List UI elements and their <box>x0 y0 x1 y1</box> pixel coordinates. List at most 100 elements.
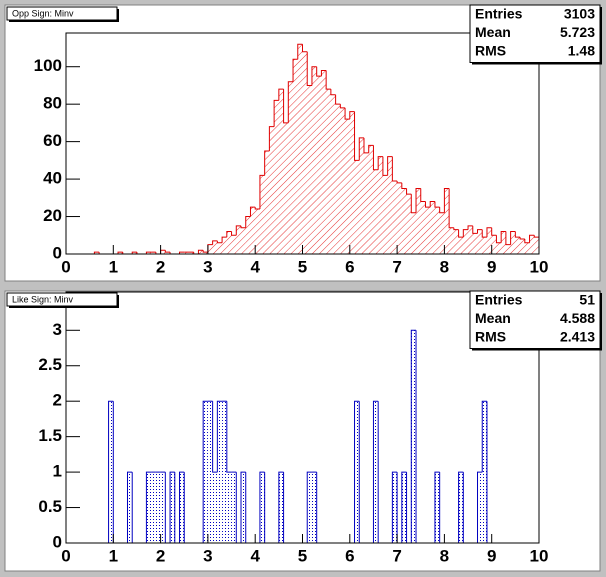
bin-outline <box>401 471 407 543</box>
bin-outline <box>387 156 393 176</box>
bin <box>330 94 336 254</box>
bin-outline <box>472 225 478 234</box>
bin-outline <box>297 43 303 60</box>
title-box <box>6 292 118 307</box>
x-tick-label: 2 <box>156 546 165 565</box>
bin-outline <box>316 66 322 77</box>
bin <box>283 122 289 254</box>
bin-outline <box>439 207 445 214</box>
bin <box>207 244 213 254</box>
bin <box>363 152 369 254</box>
bin-outline <box>505 231 511 246</box>
bin-outline <box>320 69 327 77</box>
bin <box>316 76 322 255</box>
y-tick-label: 0.5 <box>38 497 62 516</box>
bin <box>524 242 530 254</box>
y-tick-label: 80 <box>43 94 62 113</box>
x-tick-label: 2 <box>156 257 165 276</box>
bin-outline <box>249 206 256 217</box>
bin <box>340 107 346 254</box>
bin <box>127 472 133 543</box>
bin <box>170 472 175 543</box>
bin <box>231 235 237 254</box>
bin-outline <box>415 187 421 213</box>
bin-outline <box>268 126 275 151</box>
bin-outline <box>529 234 535 243</box>
bin <box>439 212 445 254</box>
bin <box>307 85 312 255</box>
bin-outline <box>131 251 137 254</box>
bin-outline <box>235 225 242 236</box>
bin <box>444 188 450 254</box>
y-tick-label: 20 <box>43 206 62 225</box>
bin-outline <box>226 231 232 238</box>
bin <box>335 104 341 254</box>
bin <box>311 66 317 255</box>
bin <box>392 180 398 254</box>
bin-outline <box>491 227 497 236</box>
x-tick-label: 10 <box>530 257 549 276</box>
bin <box>207 401 213 543</box>
bin-outline <box>278 471 284 543</box>
bin <box>165 252 171 254</box>
y-tick-label: 3 <box>53 320 62 339</box>
bin <box>259 472 265 543</box>
bin <box>302 51 308 254</box>
bin <box>458 237 464 254</box>
bin-outline <box>391 471 398 543</box>
bin <box>155 472 161 543</box>
bin-outline <box>443 187 450 213</box>
bin-outline <box>339 104 346 109</box>
stats-label: RMS <box>475 43 506 59</box>
bin <box>264 150 270 254</box>
bin <box>269 126 275 254</box>
x-tick-label: 8 <box>440 546 449 565</box>
bin <box>416 188 421 254</box>
bin-outline <box>145 251 152 254</box>
bin <box>241 227 246 254</box>
bin <box>458 472 464 543</box>
bin <box>118 252 123 254</box>
bin-outline <box>264 150 270 176</box>
bin-outline <box>259 471 265 543</box>
title-box <box>6 6 118 21</box>
bin-outline <box>429 201 435 208</box>
bin-outline <box>396 180 402 184</box>
bin-outline <box>202 400 208 543</box>
bin-outline <box>226 401 232 473</box>
x-tick-label: 4 <box>250 546 260 565</box>
y-tick-label: 1 <box>53 462 62 481</box>
bin-outline <box>377 156 383 170</box>
bin <box>529 235 535 254</box>
bin-outline <box>477 471 483 543</box>
bin <box>397 182 402 254</box>
bin-outline <box>93 251 100 254</box>
bin <box>94 252 100 254</box>
bin <box>477 229 483 254</box>
bin <box>482 237 487 254</box>
bin-outline <box>117 251 123 254</box>
stats-value: 1.48 <box>568 43 595 59</box>
bin <box>179 472 185 543</box>
title: Like Sign: Minv <box>12 294 74 304</box>
bin <box>198 250 204 254</box>
bin-outline <box>391 156 398 182</box>
bin-outline <box>462 229 469 238</box>
bin <box>482 401 487 543</box>
x-tick-label: 3 <box>203 546 212 565</box>
bin-outline <box>410 194 417 214</box>
bin-outline <box>434 471 440 543</box>
y-tick-label: 2.5 <box>38 355 62 374</box>
bin-outline <box>382 156 388 176</box>
bin <box>222 237 227 254</box>
stats-value: 2.413 <box>560 329 595 345</box>
bin <box>411 330 417 543</box>
bin <box>146 252 152 254</box>
bin <box>278 89 284 255</box>
bin <box>212 240 218 254</box>
bin <box>411 212 417 254</box>
bin <box>392 472 398 543</box>
stats-label: Mean <box>475 24 511 40</box>
bin-outline <box>486 227 492 238</box>
